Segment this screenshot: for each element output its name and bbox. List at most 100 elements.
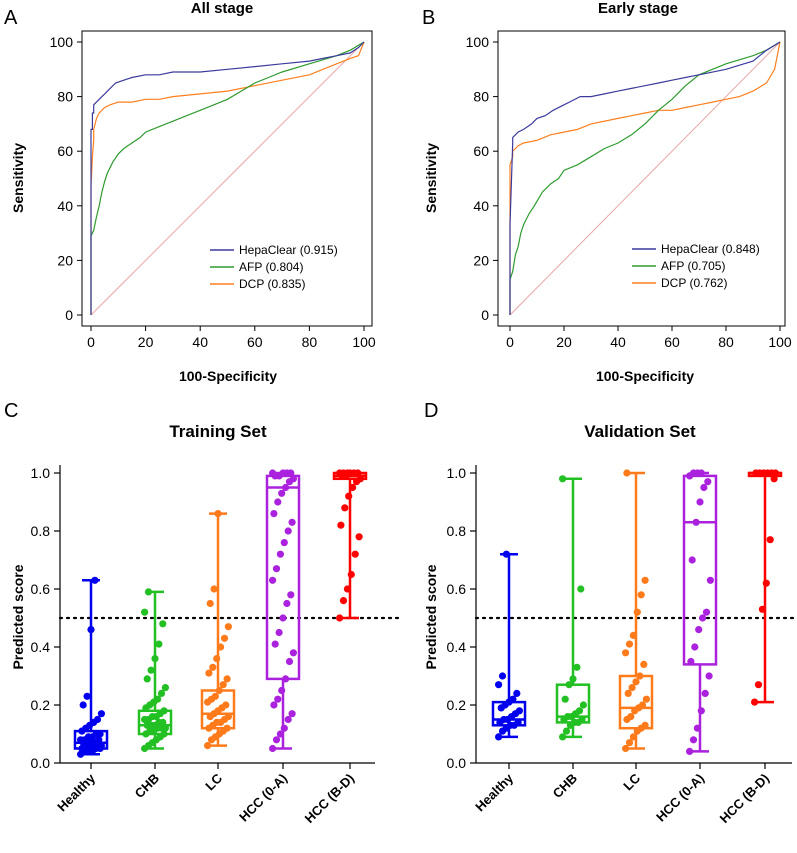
panel-c-point-3 <box>276 550 284 558</box>
panel-c-point-1 <box>154 695 162 703</box>
panel-c-point-2 <box>214 509 222 518</box>
panel-d-point-2 <box>625 640 634 648</box>
panel-c-category-label: HCC (B-D) <box>302 771 358 827</box>
panel-c-point-3 <box>280 724 288 732</box>
panel-c-point-3 <box>272 736 281 744</box>
panel-c-point-4 <box>354 469 362 477</box>
panel-c-category-label: LC <box>202 770 225 793</box>
panel-d-point-3 <box>704 478 712 486</box>
panel-c-ytick-label: 0.2 <box>31 697 51 713</box>
panel-c-ylabel: Predicted score <box>10 564 26 669</box>
panel-d-point-3 <box>688 556 696 564</box>
panel-d-point-4 <box>762 579 770 587</box>
panel-c-point-3 <box>270 509 278 518</box>
panel-b-ytick-label: 0 <box>481 307 489 323</box>
panel-c-category-label: Healthy <box>54 770 98 814</box>
panel-c-point-3 <box>274 498 282 506</box>
panel-a-ytick-label: 0 <box>65 307 73 323</box>
panel-c-point-4 <box>343 469 351 477</box>
panel-b-frame <box>497 30 786 327</box>
panel-d-ytick-label: 1.0 <box>447 465 467 481</box>
panel-d-category-label: LC <box>620 770 643 793</box>
panel-d-point-2 <box>622 744 630 753</box>
panel-d-point-2 <box>623 469 631 477</box>
panel-a-ytick-label: 40 <box>57 198 73 214</box>
panel-c-point-2 <box>204 742 212 750</box>
panel-a-series-line-0 <box>90 41 365 315</box>
panel-d-point-1 <box>565 681 573 689</box>
panel-b-xtick-label: 20 <box>556 334 572 350</box>
panel-a-legend-label-2: DCP (0.835) <box>239 277 305 291</box>
panel-d-ytick-label: 0.8 <box>447 523 467 539</box>
panel-d-point-3 <box>693 724 702 732</box>
panel-c-point-0 <box>97 710 105 718</box>
panel-d-point-1 <box>559 475 567 483</box>
panel-c-point-2 <box>211 692 219 700</box>
panel-a-ytick-label: 20 <box>57 252 73 268</box>
panel-a-plot: 0 20 40 60 80 100 0 20 40 60 80 100 HepaClear (0.915… <box>50 30 376 350</box>
panel-c-point-4 <box>341 504 349 512</box>
panel-c-point-2 <box>220 634 229 642</box>
panel-a-legend-label-1: AFP (0.804) <box>239 260 303 274</box>
panel-d-point-0 <box>498 672 507 680</box>
panel-d-point-4 <box>770 475 778 483</box>
panel-d-point-2 <box>638 701 647 709</box>
panel-c-point-2 <box>222 701 230 709</box>
panel-c-point-2 <box>224 623 232 631</box>
panel-c-point-0 <box>97 742 105 750</box>
panel-c-point-2 <box>206 599 214 608</box>
panel-c-point-3 <box>289 649 297 657</box>
panel-c-point-3 <box>283 599 291 608</box>
panel-c-ytick-label: 0.0 <box>31 755 51 771</box>
panel-letter-b: B <box>422 7 435 29</box>
panel-c-point-3 <box>284 715 292 724</box>
panel-c-point-4 <box>343 585 351 593</box>
panel-a-xlabel: 100-Specificity <box>179 368 277 384</box>
panel-d-point-0 <box>514 718 522 727</box>
panel-letter-d: D <box>424 400 438 422</box>
panel-d-ylabel: Predicted score <box>423 564 439 669</box>
panel-letter-a: A <box>4 7 18 29</box>
panel-c-point-4 <box>356 475 364 483</box>
panel-d-point-3 <box>687 657 695 666</box>
panel-d-plot: 0.0 0.2 0.4 0.6 0.8 1.0 Healthy CHB LC HCC (0-A) H… <box>447 465 795 826</box>
panel-b-xlabel: 100-Specificity <box>596 368 694 384</box>
panel-d-point-1 <box>559 733 567 741</box>
panel-d-point-2 <box>625 739 634 747</box>
panel-c-point-4 <box>355 533 363 541</box>
panel-d-point-0 <box>515 707 524 715</box>
panel-d-point-3 <box>697 469 705 477</box>
panel-d-point-2 <box>636 672 644 680</box>
panel-d-point-3 <box>701 689 709 698</box>
panel-b-legend-label-0: HepaClear (0.848) <box>661 242 760 256</box>
panel-a-xtick-label: 80 <box>302 334 318 350</box>
panel-a-xtick-label: 0 <box>87 334 95 350</box>
panel-c-point-3 <box>278 489 286 497</box>
panel-c-point-2 <box>213 655 221 663</box>
panel-c-point-3 <box>289 475 297 483</box>
panel-a-ytick-label: 80 <box>57 89 73 105</box>
panel-d-point-4 <box>758 605 767 613</box>
panel-d-point-1 <box>578 715 586 724</box>
panel-c-ytick-label: 0.8 <box>31 523 51 539</box>
panel-c-point-3 <box>285 657 294 666</box>
panel-c-point-0 <box>83 692 91 700</box>
panel-c-point-3 <box>278 686 286 695</box>
panel-c-point-3 <box>271 640 279 648</box>
panel-b: B Early stage Sensitivity 100-Specificit… <box>422 0 792 384</box>
panel-c-point-1 <box>147 666 155 674</box>
panel-d-point-1 <box>575 707 584 715</box>
panel-c-point-1 <box>159 620 167 628</box>
panel-c-point-1 <box>159 718 167 727</box>
panel-d-point-3 <box>695 626 703 634</box>
panel-d-point-4 <box>751 698 759 706</box>
panel-c-point-0 <box>96 730 104 738</box>
panel-d-point-2 <box>628 684 636 692</box>
panel-d-point-2 <box>633 608 641 616</box>
panel-b-series-line-1 <box>509 41 781 315</box>
panel-c-point-3 <box>275 628 283 637</box>
panel-b-xtick-label: 80 <box>718 334 734 350</box>
panel-b-xtick-label: 0 <box>506 334 514 350</box>
panel-c-point-2 <box>215 686 223 695</box>
panel-a-xtick-label: 60 <box>247 334 263 350</box>
